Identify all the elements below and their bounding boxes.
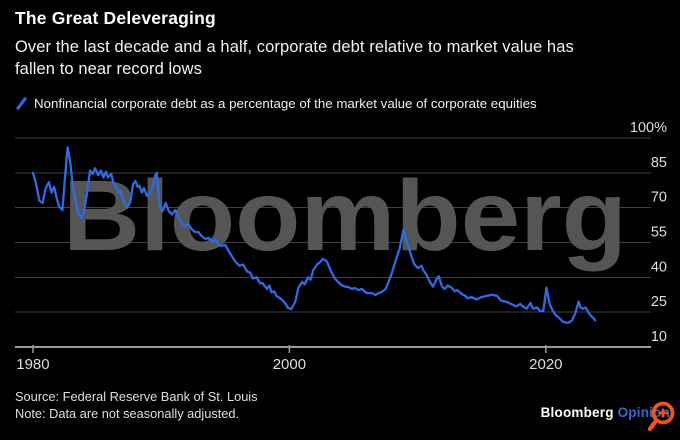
- legend-label: Nonfinancial corporate debt as a percent…: [34, 96, 537, 111]
- bloomberg-opinion-logo: Bloomberg Opinion: [541, 405, 670, 420]
- chart-subtitle-line-2: fallen to near record lows: [15, 60, 202, 78]
- y-axis-label: 40: [651, 259, 667, 275]
- y-axis-label: 25: [651, 294, 667, 310]
- chart-subtitle-line-1: Over the last decade and a half, corpora…: [15, 38, 574, 56]
- page-title: The Great Deleveraging: [15, 8, 216, 28]
- watermark-text: Bloomberg: [63, 160, 627, 272]
- y-axis-label: 100%: [630, 120, 667, 136]
- x-axis-label: 2020: [529, 356, 562, 373]
- logo-suffix: Opinion: [617, 405, 670, 420]
- y-axis-label: 85: [651, 155, 667, 171]
- chart-legend: Nonfinancial corporate debt as a percent…: [15, 96, 537, 111]
- source-text: Source: Federal Reserve Bank of St. Loui…: [15, 389, 258, 404]
- y-axis-label: 70: [651, 190, 667, 206]
- y-axis-label: 55: [651, 225, 667, 241]
- logo-brand: Bloomberg: [540, 405, 614, 420]
- note-text: Note: Data are not seasonally adjusted.: [15, 406, 240, 421]
- x-axis-label: 1980: [16, 356, 49, 373]
- x-axis-label: 2000: [273, 356, 306, 373]
- zoom-magnifier-icon[interactable]: [644, 394, 680, 438]
- legend-line-icon: [15, 96, 28, 111]
- y-axis-label: 10: [651, 329, 667, 345]
- data-line: [31, 146, 597, 324]
